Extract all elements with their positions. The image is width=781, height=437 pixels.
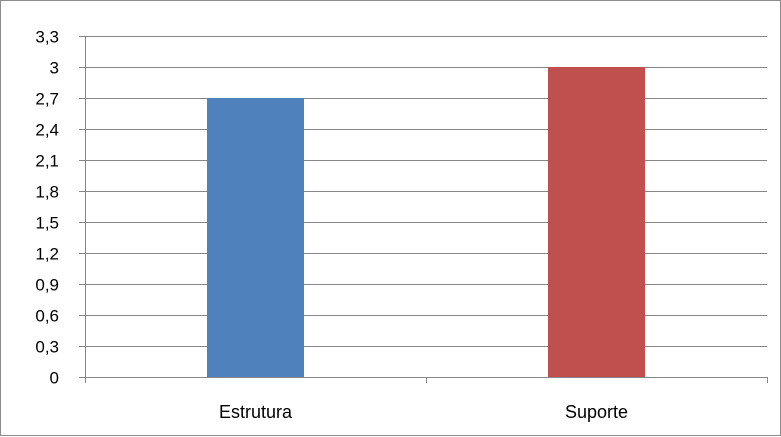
y-tick-label: 2,1 <box>35 152 59 171</box>
y-tick-label: 0 <box>50 369 59 388</box>
y-tick-labels: 0 0,3 0,6 0,9 1,2 1,5 1,8 2,1 2,4 2,7 3 3,3 <box>35 28 59 388</box>
y-tick-label: 2,4 <box>35 121 59 140</box>
bar-estrutura <box>207 98 304 377</box>
y-tick-label: 3 <box>50 59 59 78</box>
x-category-label: Suporte <box>565 402 628 422</box>
y-tick-label: 2,7 <box>35 90 59 109</box>
bar-suporte <box>548 67 645 377</box>
x-category-label: Estrutura <box>219 402 293 422</box>
bars <box>207 67 645 377</box>
y-tick-label: 3,3 <box>35 28 59 47</box>
y-tick-label: 1,2 <box>35 245 59 264</box>
axes <box>85 36 767 378</box>
y-tick-label: 1,5 <box>35 214 59 233</box>
gridlines <box>79 36 767 378</box>
y-tick-label: 1,8 <box>35 183 59 202</box>
y-tick-label: 0,6 <box>35 307 59 326</box>
x-tick-labels: Estrutura Suporte <box>85 377 768 422</box>
y-tick-label: 0,3 <box>35 338 59 357</box>
y-tick-label: 0,9 <box>35 276 59 295</box>
